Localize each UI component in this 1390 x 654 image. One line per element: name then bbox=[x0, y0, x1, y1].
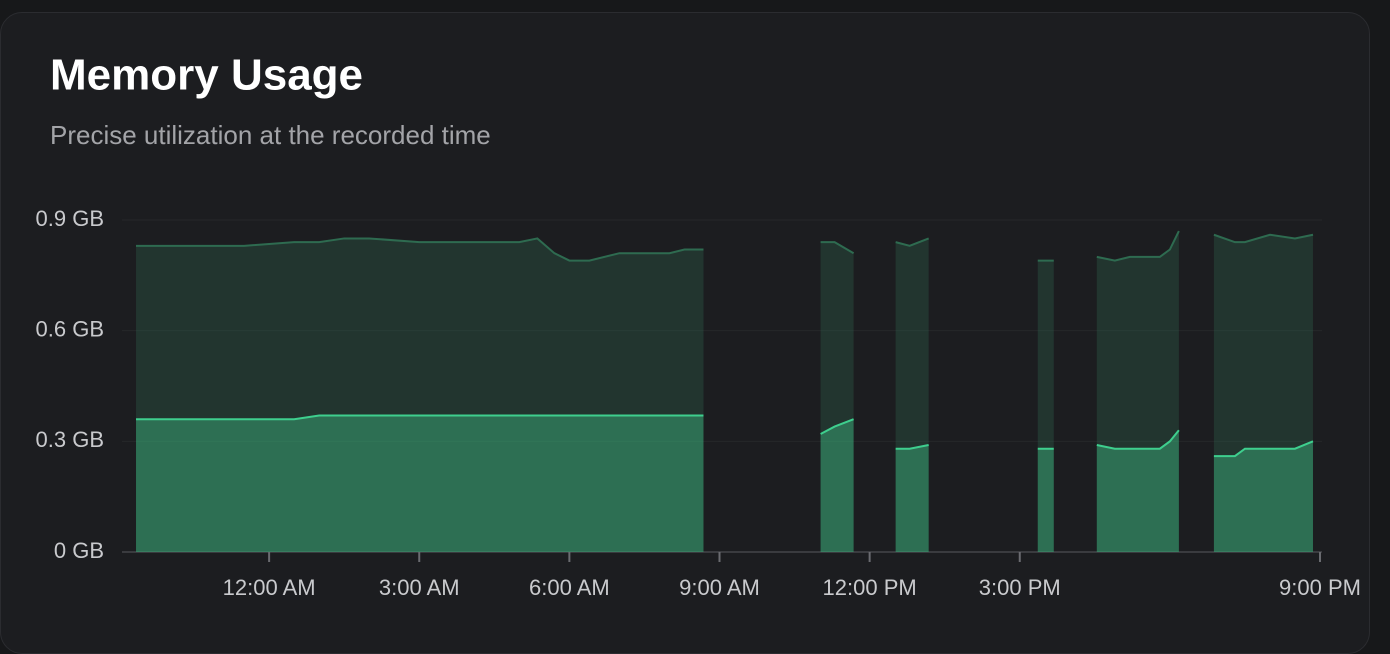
y-tick-label: 0.6 GB bbox=[36, 316, 104, 341]
card bbox=[0, 12, 1370, 654]
x-tick-label: 9:00 PM bbox=[1279, 575, 1361, 600]
chart: Memory Usage Precise utilization at the … bbox=[36, 51, 1361, 600]
line bbox=[136, 414, 1314, 458]
page: Memory Usage Precise utilization at the … bbox=[0, 12, 1370, 654]
line bbox=[136, 230, 1314, 262]
chart-title: Memory Usage bbox=[50, 51, 363, 100]
x-tick-label: 12:00 PM bbox=[823, 575, 917, 600]
chart-subtitle: Precise utilization at the recorded time bbox=[50, 120, 491, 150]
area bbox=[136, 231, 1313, 553]
y-tick-label: 0 GB bbox=[54, 538, 104, 563]
x-tick-label: 3:00 AM bbox=[379, 575, 460, 600]
x-tick-label: 3:00 PM bbox=[979, 575, 1061, 600]
x-tick-label: 12:00 AM bbox=[223, 575, 316, 600]
y-tick-label: 0.3 GB bbox=[36, 427, 104, 452]
y-tick-label: 0.9 GB bbox=[36, 206, 104, 231]
x-tick-label: 6:00 AM bbox=[529, 575, 610, 600]
x-tick-label: 9:00 AM bbox=[679, 575, 760, 600]
area bbox=[136, 415, 1313, 552]
